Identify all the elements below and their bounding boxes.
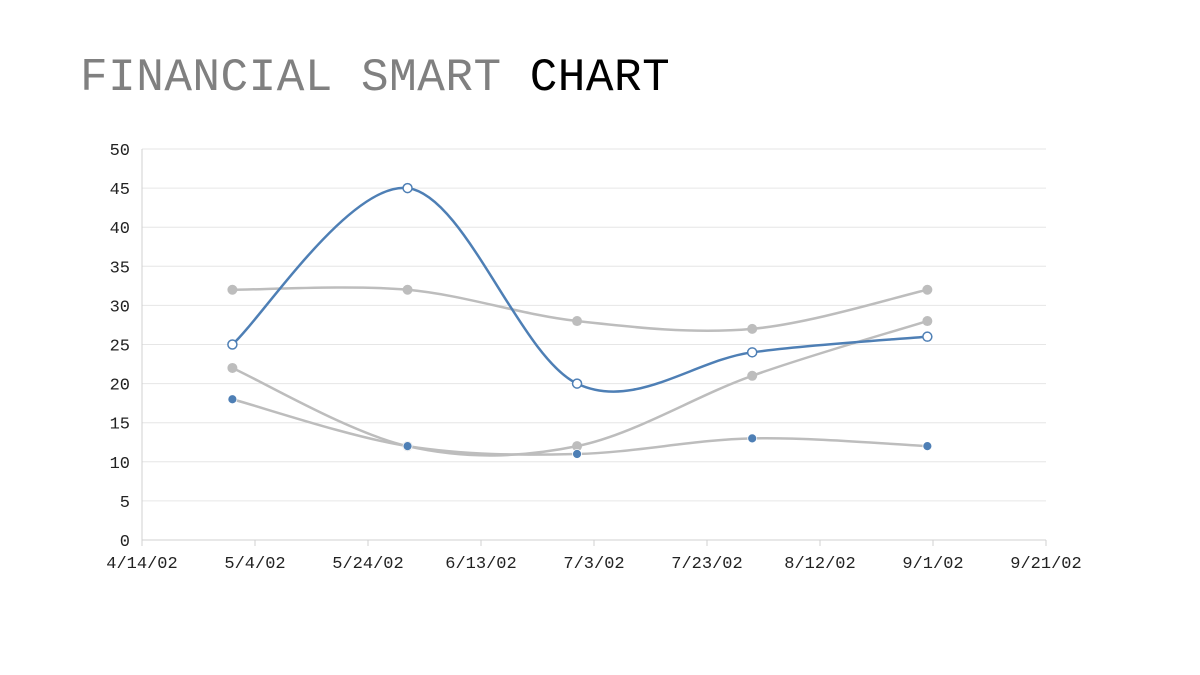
data-point xyxy=(747,370,758,381)
y-tick-labels: 0 5 10 15 20 25 30 35 40 45 50 xyxy=(110,142,130,552)
y-tick-label: 5 xyxy=(120,494,130,513)
x-tick-label: 8/12/02 xyxy=(784,555,855,574)
data-point xyxy=(402,284,413,295)
data-point xyxy=(922,284,933,295)
data-point xyxy=(746,347,758,358)
x-tick-label: 6/13/02 xyxy=(445,555,516,574)
data-point xyxy=(922,331,933,342)
data-point xyxy=(227,394,238,405)
data-point xyxy=(747,433,758,444)
x-tick-label: 4/14/02 xyxy=(106,555,177,574)
data-point xyxy=(227,339,238,350)
chart-title: FINANCIAL SMART CHART xyxy=(80,52,670,104)
data-point xyxy=(572,449,582,459)
y-tick-label: 35 xyxy=(110,259,130,278)
data-point xyxy=(402,441,413,452)
axes xyxy=(141,149,1047,546)
data-point xyxy=(922,316,933,327)
chart-title-light: FINANCIAL SMART xyxy=(80,52,502,104)
y-tick-label: 10 xyxy=(110,455,130,474)
x-tick-label: 9/21/02 xyxy=(1010,555,1081,574)
y-tick-label: 15 xyxy=(110,416,130,435)
y-tick-label: 30 xyxy=(110,298,130,317)
y-tick-label: 45 xyxy=(110,181,130,200)
x-tick-label: 5/4/02 xyxy=(224,555,285,574)
chart-title-dark: CHART xyxy=(529,52,671,104)
x-tick-labels: 4/14/02 5/4/02 5/24/02 6/13/02 7/3/02 7/23/02… xyxy=(106,555,1081,574)
x-tick-label: 9/1/02 xyxy=(902,555,963,574)
data-point xyxy=(572,441,583,452)
x-tick-label: 5/24/02 xyxy=(332,555,403,574)
y-tick-label: 50 xyxy=(110,142,130,161)
data-point xyxy=(227,362,238,373)
series-line-2 xyxy=(231,319,929,457)
y-tick-label: 20 xyxy=(110,377,130,396)
x-tick-label: 7/3/02 xyxy=(563,555,624,574)
data-point xyxy=(922,441,933,452)
data-point xyxy=(572,316,583,327)
data-point xyxy=(227,284,238,295)
series-line-4 xyxy=(231,186,929,393)
x-tick-label: 7/23/02 xyxy=(671,555,742,574)
y-tick-label: 25 xyxy=(110,338,130,357)
y-tick-label: 0 xyxy=(120,533,130,552)
series-points xyxy=(227,182,933,459)
data-point xyxy=(402,182,413,194)
data-point xyxy=(571,378,583,389)
y-tick-label: 40 xyxy=(110,220,130,239)
grid-lines xyxy=(142,148,1046,502)
data-point xyxy=(747,323,758,334)
